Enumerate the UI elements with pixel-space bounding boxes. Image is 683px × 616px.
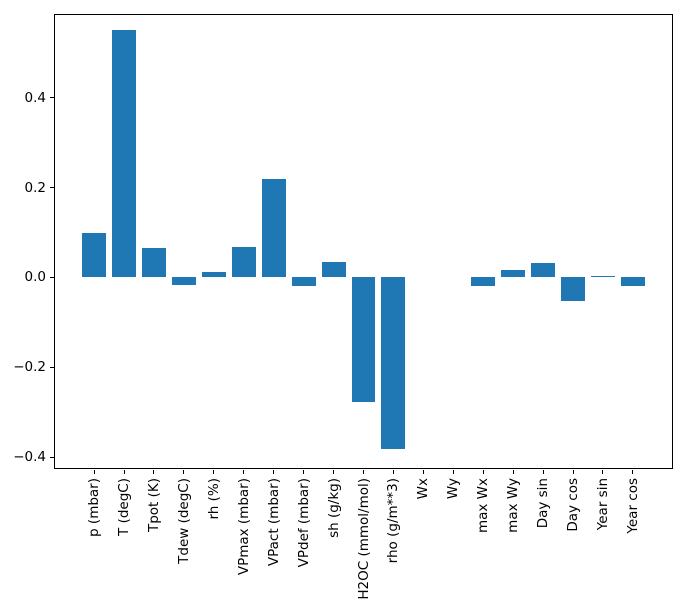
x-tick bbox=[512, 470, 514, 474]
x-tick-label: Day sin bbox=[535, 478, 552, 529]
x-tick-label: H2OC (mmol/mol) bbox=[355, 478, 372, 600]
bar-tpot-k bbox=[142, 248, 166, 278]
bar-sh-g-kg bbox=[321, 262, 346, 278]
x-tick-label: Wx bbox=[415, 478, 432, 500]
y-tick-label: −0.4 bbox=[13, 449, 46, 466]
x-tick bbox=[183, 470, 185, 474]
bar-p-mbar bbox=[82, 232, 107, 278]
x-tick-label: VPdef (mbar) bbox=[295, 478, 312, 568]
bar-day-cos bbox=[561, 277, 585, 302]
y-tick-label: 0.0 bbox=[24, 269, 46, 286]
x-tick-label: rho (g/m**3) bbox=[385, 478, 402, 564]
bar-max-wx bbox=[471, 277, 496, 286]
x-tick-label: T (degC) bbox=[115, 478, 132, 536]
x-tick bbox=[602, 470, 604, 474]
y-tick bbox=[50, 456, 54, 458]
x-tick bbox=[422, 470, 424, 474]
x-tick-label: Tdew (degC) bbox=[175, 478, 192, 564]
x-tick-label: p (mbar) bbox=[86, 478, 103, 537]
x-tick bbox=[363, 470, 364, 474]
x-tick-label: rh (%) bbox=[205, 478, 222, 520]
x-tick bbox=[153, 470, 155, 474]
bar-vpdef-mbar bbox=[291, 277, 316, 287]
bar-h2oc-mmol-mol bbox=[351, 277, 376, 402]
y-tick bbox=[50, 366, 54, 368]
x-tick bbox=[632, 470, 634, 474]
y-tick bbox=[50, 187, 54, 188]
x-tick-label: max Wx bbox=[475, 478, 492, 534]
x-tick-label: Year cos bbox=[624, 478, 641, 534]
x-tick bbox=[273, 470, 275, 474]
bar-max-wy bbox=[501, 269, 526, 278]
y-tick-label: 0.4 bbox=[24, 89, 46, 106]
x-tick bbox=[93, 470, 95, 474]
bar-day-sin bbox=[531, 262, 556, 278]
bar-tdew-degc bbox=[171, 277, 196, 285]
x-tick-label: Day cos bbox=[564, 478, 581, 532]
y-tick bbox=[50, 276, 54, 278]
bar-year-cos bbox=[620, 277, 645, 286]
x-tick bbox=[542, 470, 544, 474]
x-tick bbox=[123, 470, 125, 474]
x-tick bbox=[303, 470, 305, 474]
bar-vpmax-mbar bbox=[231, 246, 256, 278]
y-tick-label: −0.2 bbox=[13, 359, 46, 376]
x-tick bbox=[482, 470, 484, 474]
x-tick-label: Year sin bbox=[594, 478, 611, 531]
bar-t-degc bbox=[112, 30, 136, 278]
x-tick bbox=[333, 470, 335, 474]
bar-year-sin bbox=[590, 275, 615, 278]
x-tick-label: VPmax (mbar) bbox=[235, 478, 252, 576]
x-tick-label: Tpot (K) bbox=[145, 478, 162, 533]
y-tick-label: 0.2 bbox=[24, 179, 46, 196]
x-tick-label: sh (g/kg) bbox=[325, 478, 342, 538]
x-tick bbox=[243, 470, 245, 474]
x-tick bbox=[392, 470, 394, 474]
x-tick bbox=[213, 470, 215, 474]
x-tick-label: max Wy bbox=[505, 478, 522, 533]
bar-vpact-mbar bbox=[261, 178, 286, 278]
bar-rho-g-m-3 bbox=[381, 277, 406, 450]
x-tick bbox=[572, 470, 574, 474]
x-tick-label: Wy bbox=[445, 478, 462, 500]
y-tick bbox=[50, 97, 54, 98]
bar-rh bbox=[201, 272, 226, 278]
x-tick-label: VPact (mbar) bbox=[265, 478, 282, 567]
x-tick bbox=[452, 470, 454, 474]
